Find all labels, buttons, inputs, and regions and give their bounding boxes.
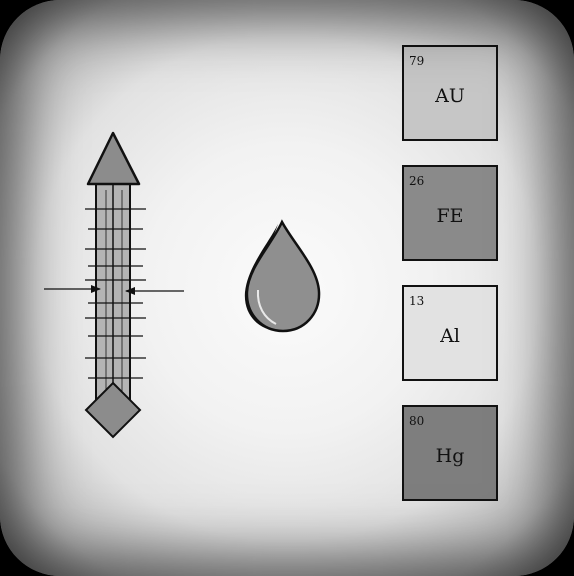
element-symbol: Al	[440, 325, 460, 347]
atomic-number: 13	[409, 294, 425, 308]
arrow-head-triangle	[86, 131, 141, 186]
element-tile-gold: 79 AU	[402, 45, 498, 141]
atomic-number: 26	[409, 174, 425, 188]
drop-highlight	[256, 289, 277, 325]
element-symbol: AU	[435, 85, 465, 107]
element-symbol: Hg	[435, 445, 465, 467]
atomic-number: 79	[409, 54, 425, 68]
element-symbol: FE	[436, 205, 464, 227]
drop-body	[245, 219, 321, 333]
liquid-drop-icon	[244, 219, 321, 333]
arrow-gauge-icon	[44, 131, 184, 439]
gauge-tick-marks	[85, 208, 146, 379]
element-tile-mercury: 80 Hg	[402, 405, 498, 501]
atomic-number: 80	[409, 414, 425, 428]
element-tile-iron: 26 FE	[402, 165, 498, 261]
arrow-tail-diamond	[84, 381, 142, 439]
element-tile-aluminum: 13 Al	[402, 285, 498, 381]
